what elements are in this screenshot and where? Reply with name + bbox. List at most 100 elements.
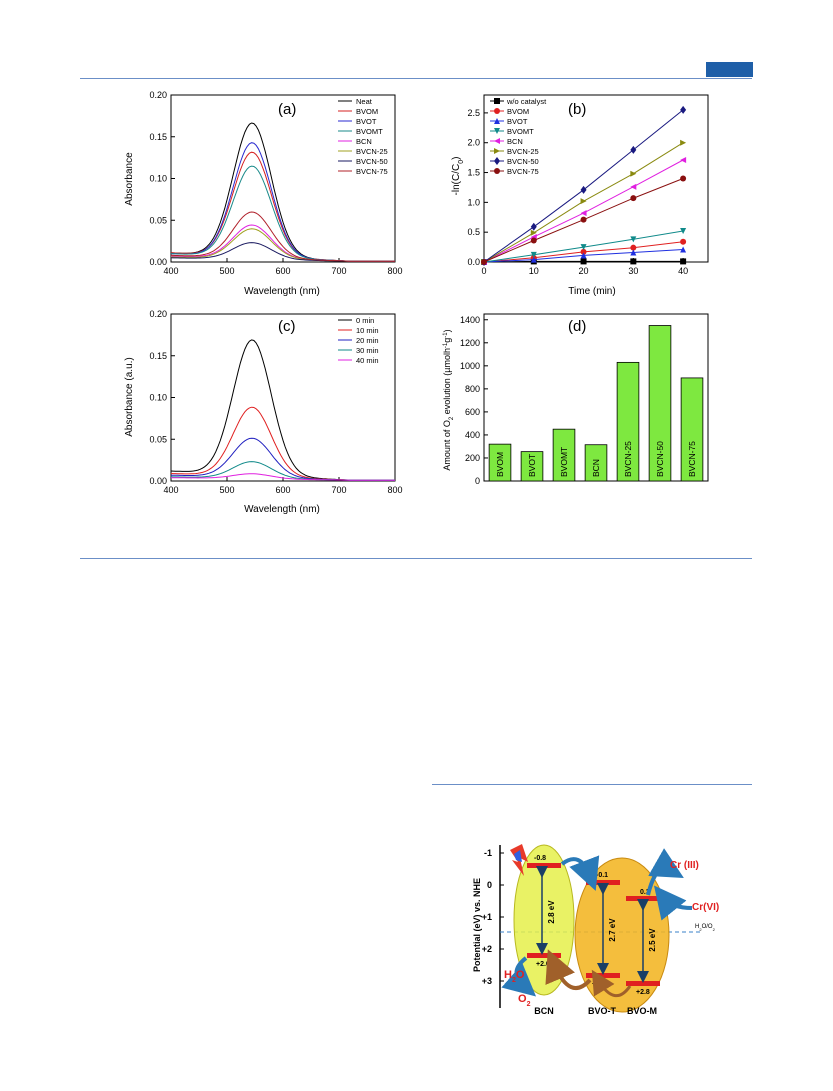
bar [520, 451, 544, 482]
bvo-m-vb-value: +2.8 [636, 989, 650, 996]
data-point [494, 128, 500, 134]
legend-label: BVCN-25 [507, 147, 539, 156]
data-point [530, 222, 537, 231]
cr3-label: Cr (III) [670, 860, 699, 871]
cr-reduction-arrow [646, 848, 684, 896]
data-point [580, 244, 587, 251]
bcn-cb-band [527, 863, 561, 868]
chart-panel-b: (b) Time (min) -ln(C/C0) 0 10 20 30 40 0.0 0.5… [451, 94, 709, 297]
legend-label: BVCN-50 [356, 157, 388, 166]
series-line [170, 211, 395, 262]
water-oxidation-arrow [501, 956, 537, 997]
y-tick-label: 0.15 [149, 132, 167, 142]
y-tick-label: 0.05 [149, 215, 167, 225]
legend-label: BCN [356, 137, 372, 146]
bar [680, 377, 704, 482]
legend-label: BVCN-75 [507, 167, 539, 176]
bvo-t-cb-value: -0.1 [596, 872, 608, 879]
scheme-tick-p3: +3 [482, 976, 492, 986]
bvo-m-cb-band [626, 896, 660, 901]
y-tick-label: 0.00 [149, 476, 167, 486]
legend-label: 0 min [356, 316, 374, 325]
data-point [630, 170, 637, 177]
y-tick-label: 1.5 [467, 168, 480, 178]
x-tick-label: 600 [275, 266, 290, 276]
data-point [580, 248, 587, 255]
y-axis-label-d: Amount of O2 evolution (µmolh-1g-1) [442, 329, 455, 470]
y-tick-label: 1000 [460, 361, 480, 371]
bar-category-label: BCN [591, 459, 601, 477]
chart-panel-c: (c) Wavelength (nm) Absorbance (a.u.) 40… [124, 309, 403, 515]
y-tick-label: 400 [465, 430, 480, 440]
legend-label: 40 min [356, 356, 379, 365]
header-rule [80, 78, 752, 79]
x-tick-label: 500 [219, 266, 234, 276]
hole-transfer-arrow-2 [591, 969, 632, 997]
data-point [680, 258, 687, 265]
bar [584, 444, 608, 482]
bcn-label: BCN [534, 1006, 554, 1016]
data-point [680, 157, 687, 164]
x-tick-label: 500 [219, 485, 234, 495]
data-point [680, 227, 687, 234]
y-axis-label-a: Absorbance [124, 152, 135, 206]
figure-separator-rule [80, 558, 752, 559]
bar [648, 325, 672, 482]
scheme-tick-p2: +2 [482, 944, 492, 954]
y-tick-label: 800 [465, 384, 480, 394]
bcn-cb-value: -0.8 [534, 855, 546, 862]
y-tick-label: 0.00 [149, 257, 167, 267]
bvo-m-label: BVO-M [627, 1006, 657, 1016]
x-tick-label: 10 [529, 266, 539, 276]
legend-label: BVOM [507, 107, 529, 116]
cr6-arrow [653, 885, 693, 921]
x-tick-label: 800 [387, 485, 402, 495]
bvo-t-label: BVO-T [588, 1006, 617, 1016]
legend-label: BVCN-50 [507, 157, 539, 166]
data-point [481, 259, 487, 265]
header-tab [706, 62, 753, 77]
series-line [170, 406, 395, 481]
y-tick-label: 0.10 [149, 393, 167, 403]
bcn-vb-band [527, 953, 561, 958]
data-point [580, 210, 587, 217]
x-tick-label: 800 [387, 266, 402, 276]
legend-label: 30 min [356, 346, 379, 355]
data-point [680, 105, 687, 114]
bvo-m-gap-label: 2.5 eV [648, 928, 657, 952]
y-axis-label-c: Absorbance (a.u.) [124, 357, 135, 437]
data-point [630, 183, 637, 190]
legend-label: BVOMT [507, 127, 534, 136]
legend-label: w/o catalyst [506, 97, 547, 106]
y-tick-label: 2.0 [467, 138, 480, 148]
data-point [494, 138, 500, 144]
legend-label: BVOMT [356, 127, 383, 136]
x-tick-label: 400 [163, 266, 178, 276]
y-tick-label: 0.0 [467, 257, 480, 267]
legend-label: BVCN-25 [356, 147, 388, 156]
scheme-tick-p1: +1 [482, 912, 492, 922]
data-point [580, 216, 587, 223]
legend-label: BVOT [507, 117, 528, 126]
panel-label-d: (d) [568, 318, 586, 335]
legend-label: BVCN-75 [356, 167, 388, 176]
x-tick-label: 20 [579, 266, 589, 276]
data-point [580, 252, 587, 259]
chart-panel-a: (a) Wavelength (nm) Absorbance 400 500 600… [124, 90, 403, 297]
band-structure-scheme: Potential (eV) vs. NHE -1 0 +1 +2 +3 H2O… [472, 844, 719, 1016]
bvo-t-gap-label: 2.7 eV [608, 918, 617, 942]
legend-label: BVOT [356, 117, 377, 126]
bar-category-label: BVOM [495, 452, 505, 477]
y-tick-label: 600 [465, 407, 480, 417]
panel-label-a: (a) [278, 101, 296, 118]
scheme-tick-m1: -1 [484, 848, 492, 858]
x-tick-label: 700 [331, 485, 346, 495]
bcn-gap-label: 2.8 eV [547, 900, 556, 924]
bvo-t-cb-band [586, 880, 620, 885]
plot-frame [483, 94, 709, 263]
y-tick-label: 0.5 [467, 227, 480, 237]
scheme-axis-title: Potential (eV) vs. NHE [472, 878, 482, 972]
data-point [630, 236, 637, 243]
y-tick-label: 0.15 [149, 351, 167, 361]
bar-category-label: BVCN-25 [623, 441, 633, 477]
